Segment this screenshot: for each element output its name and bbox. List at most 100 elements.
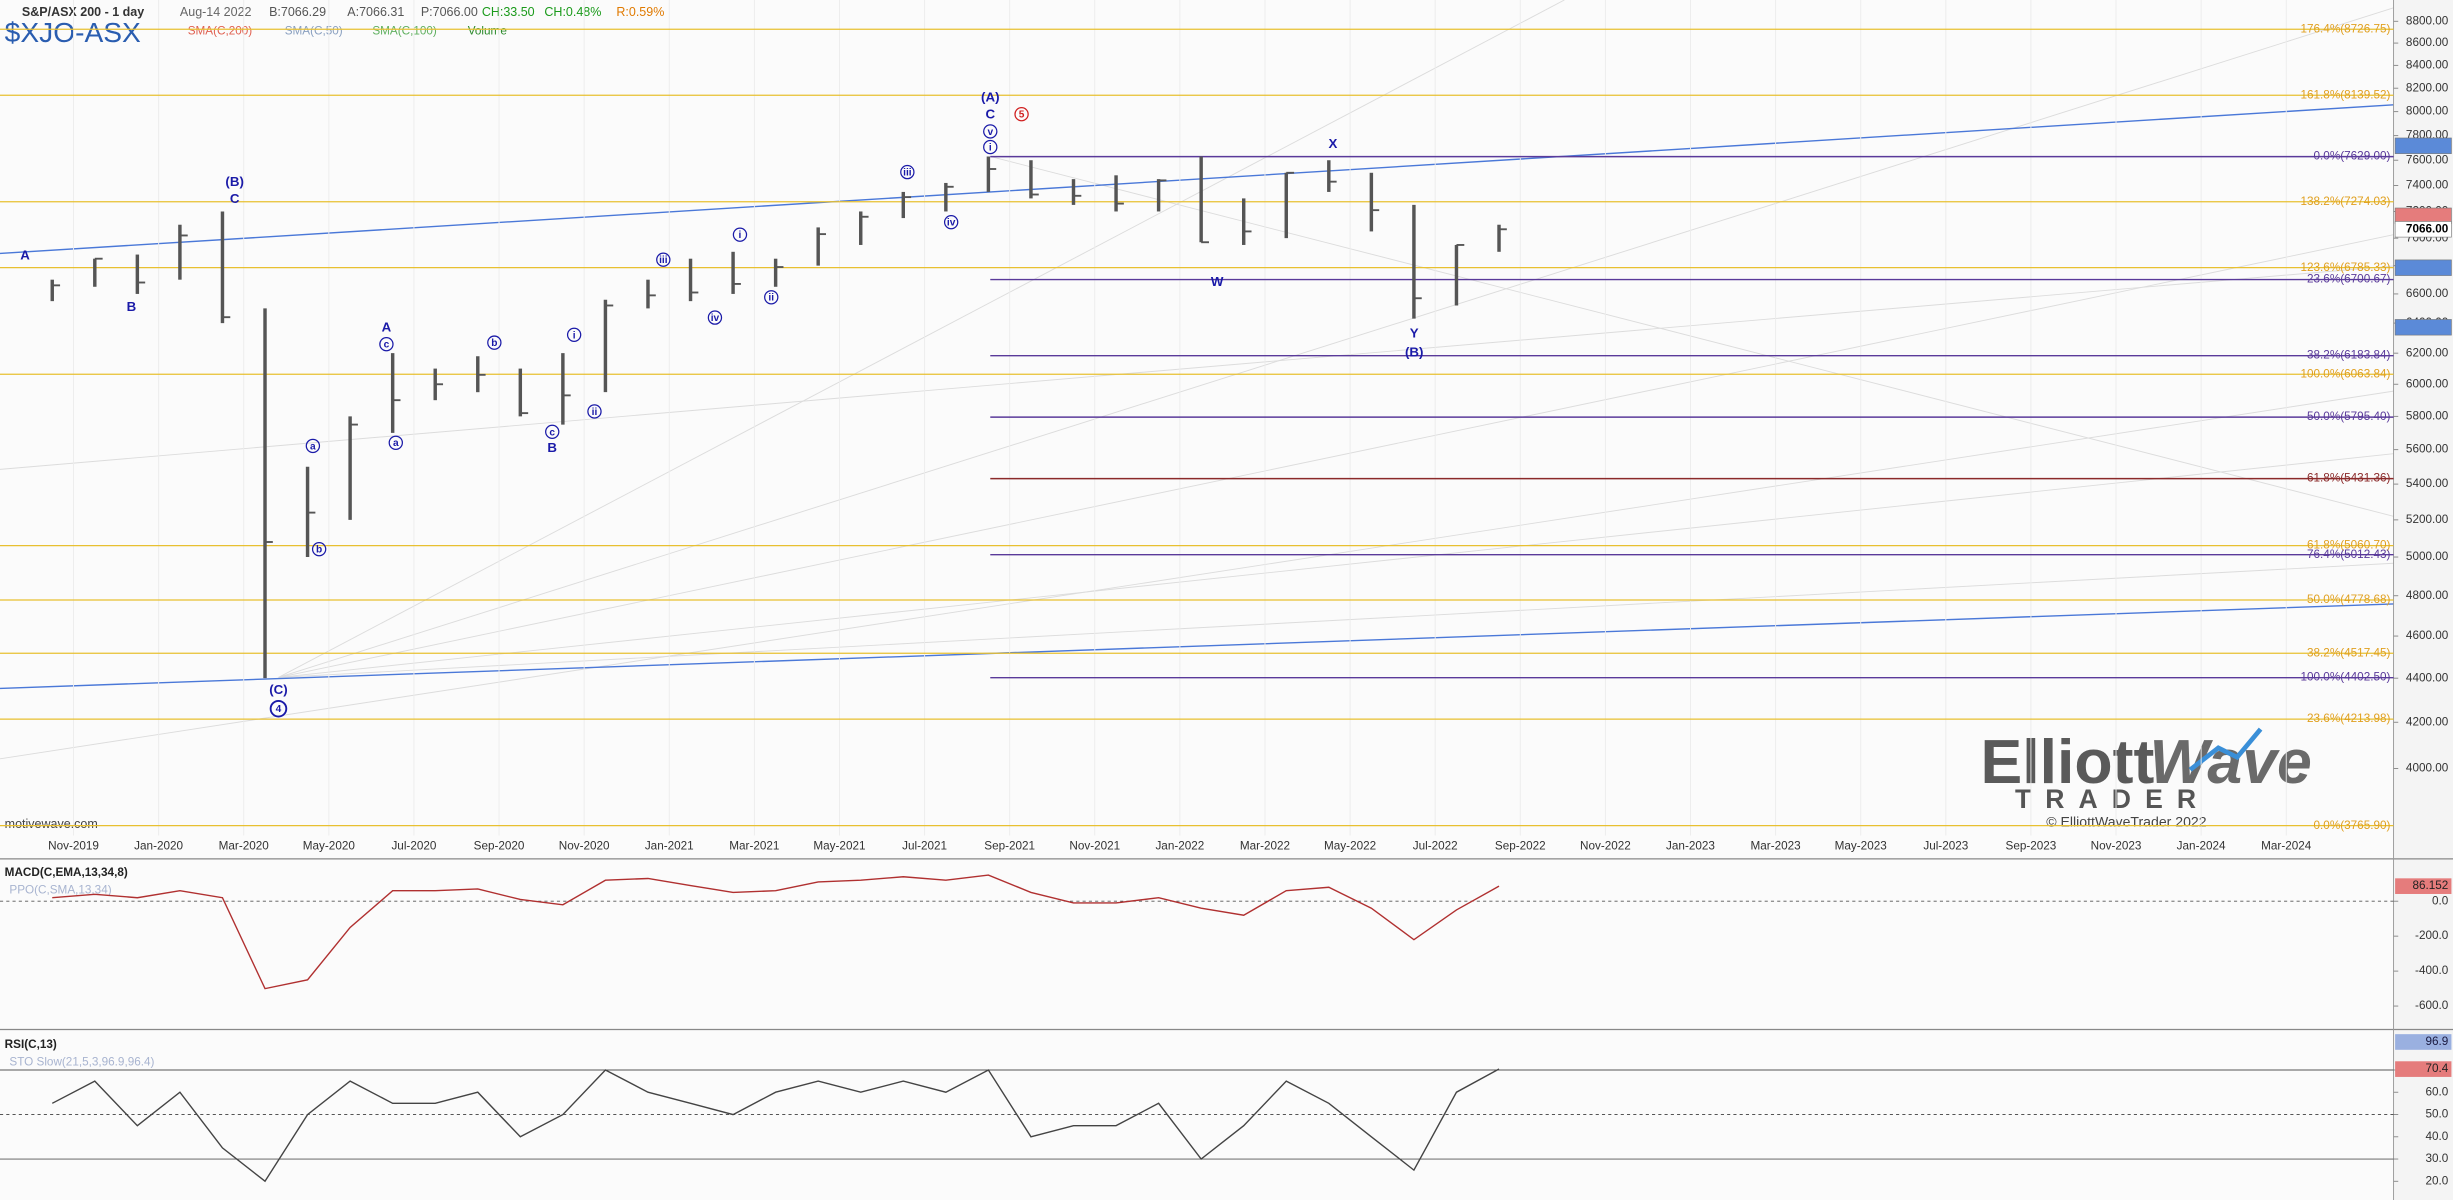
quote: P:7066.00 (421, 5, 478, 19)
y-tick-label: 8800.00 (2406, 14, 2449, 27)
y-tick-label: -400.0 (2415, 964, 2449, 977)
x-tick-label: Nov-2022 (1580, 840, 1631, 853)
wave-circle (656, 252, 671, 267)
y-tick-label: 5600.00 (2406, 443, 2449, 456)
wave-label: iii (903, 168, 912, 179)
wave-label: ii (768, 293, 774, 304)
logo-arrow (2188, 727, 2263, 772)
x-tick-label: Nov-2019 (48, 840, 99, 853)
x-tick-label: Jul-2020 (391, 840, 436, 853)
wave-circle (900, 164, 915, 180)
y-tick-label: 40.0 (2425, 1130, 2448, 1143)
quote: B:7066.29 (269, 5, 326, 19)
fib-label: 161.8%(8139.52) (2301, 88, 2391, 101)
wave-circle (983, 139, 998, 155)
x-tick-label: Jan-2024 (2177, 840, 2226, 853)
fib-label: 100.0%(4402.50) (2301, 671, 2391, 684)
wave-label: iii (659, 255, 668, 266)
y-tick-label: 4000.00 (2406, 762, 2449, 775)
wave-label: A (382, 319, 392, 334)
x-tick-label: Sep-2021 (984, 840, 1035, 853)
y-tick-label: 60.0 (2425, 1085, 2448, 1098)
y-tick-label: 6600.00 (2406, 287, 2449, 300)
x-tick-label: Mar-2020 (219, 840, 270, 853)
wave-label: c (384, 340, 390, 351)
price-marker (2394, 259, 2452, 276)
wave-circle (707, 310, 723, 325)
panel-subtitle: PPO(C,SMA,13,34) (9, 883, 111, 896)
sto-marker-label: 96.9 (2425, 1035, 2448, 1048)
fib-label: 138.2%(7274.03) (2301, 195, 2391, 208)
wave-circle (943, 214, 959, 230)
value-marker (2395, 878, 2452, 894)
wave-label: C (230, 191, 240, 206)
wave-circle (545, 424, 560, 440)
x-tick-label: Mar-2021 (729, 840, 779, 853)
wave-label: 4 (276, 704, 282, 715)
y-tick-label: 50.0 (2425, 1108, 2448, 1121)
quote: CH:0.48% (544, 5, 601, 19)
y-tick-label: 7600.00 (2406, 153, 2449, 166)
fib-label: 50.0%(5795.40) (2307, 410, 2390, 423)
x-tick-label: May-2020 (303, 840, 356, 853)
wave-label: iv (947, 218, 956, 229)
quote: CH:33.50 (482, 5, 535, 19)
panel-subtitle: STO Slow(21,5,3,96.9,96.4) (9, 1055, 154, 1068)
wave-circle (379, 337, 394, 352)
x-tick-label: May-2023 (1835, 840, 1887, 853)
wave-label: 5 (1019, 110, 1025, 121)
price-marker (2394, 319, 2452, 336)
fib-label: 61.8%(5431.36) (2307, 472, 2390, 485)
y-tick-label: 8000.00 (2406, 105, 2449, 118)
y-tick-label: 4200.00 (2406, 715, 2449, 728)
symbol: $XJO-ASX (5, 17, 141, 48)
y-tick-label: 30.0 (2425, 1152, 2448, 1165)
wave-label: a (393, 438, 399, 449)
quote: A:7066.31 (347, 5, 404, 19)
chart-title: S&P/ASX 200 - 1 day (22, 5, 144, 19)
fib-label: 61.8%(5060.70) (2307, 539, 2390, 552)
fib-label: 23.6%(6700.67) (2307, 273, 2390, 286)
y-tick-label: 4600.00 (2406, 629, 2449, 642)
x-tick-label: Sep-2020 (474, 840, 525, 853)
price-marker-label: 7066.00 (2406, 222, 2449, 235)
y-tick-label: 5400.00 (2406, 477, 2449, 490)
x-tick-label: Nov-2020 (559, 840, 610, 853)
x-tick-label: Jan-2023 (1666, 840, 1715, 853)
fib-label: 0.0%(3765.90) (2314, 819, 2391, 832)
indicator: SMA(C,50) (285, 24, 343, 37)
x-tick-label: Jan-2020 (134, 840, 183, 853)
price-axis-bg (2393, 0, 2453, 1200)
x-tick-label: Mar-2024 (2261, 840, 2312, 853)
y-tick-label: 6000.00 (2406, 377, 2449, 390)
y-tick-label: 0.0 (2432, 894, 2449, 907)
panel-title: RSI(C,13) (5, 1038, 57, 1051)
y-tick-label: 20.0 (2425, 1174, 2448, 1187)
wave-circle (732, 227, 748, 242)
wave-circle (983, 124, 998, 139)
date: Aug-14 2022 (180, 5, 252, 19)
price-marker (2394, 137, 2452, 154)
wave-label: i (573, 330, 576, 341)
wave-circle (764, 290, 779, 305)
wave-label: i (989, 143, 992, 154)
wave-label: B (547, 440, 557, 455)
wave-label: X (1328, 136, 1337, 151)
wave-label: (B) (1405, 344, 1423, 359)
indicator-line (51, 1068, 1500, 1183)
wave-label: iv (711, 313, 720, 324)
copyright: © ElliottWaveTrader 2022 (2046, 814, 2207, 830)
y-tick-label: 8600.00 (2406, 36, 2449, 49)
wave-circle (1014, 107, 1029, 122)
trendlines (0, 104, 2394, 690)
wave-label: c (549, 427, 555, 438)
wave-label: (A) (981, 89, 999, 104)
wave-label: W (1211, 274, 1224, 289)
y-tick-label: -200.0 (2415, 929, 2449, 942)
indicator: SMA(C,100) (372, 24, 437, 37)
fib-label: 76.4%(5012.43) (2307, 548, 2390, 561)
logo-word: Elliott (1981, 727, 2155, 797)
quote: R:0.59% (616, 5, 664, 19)
